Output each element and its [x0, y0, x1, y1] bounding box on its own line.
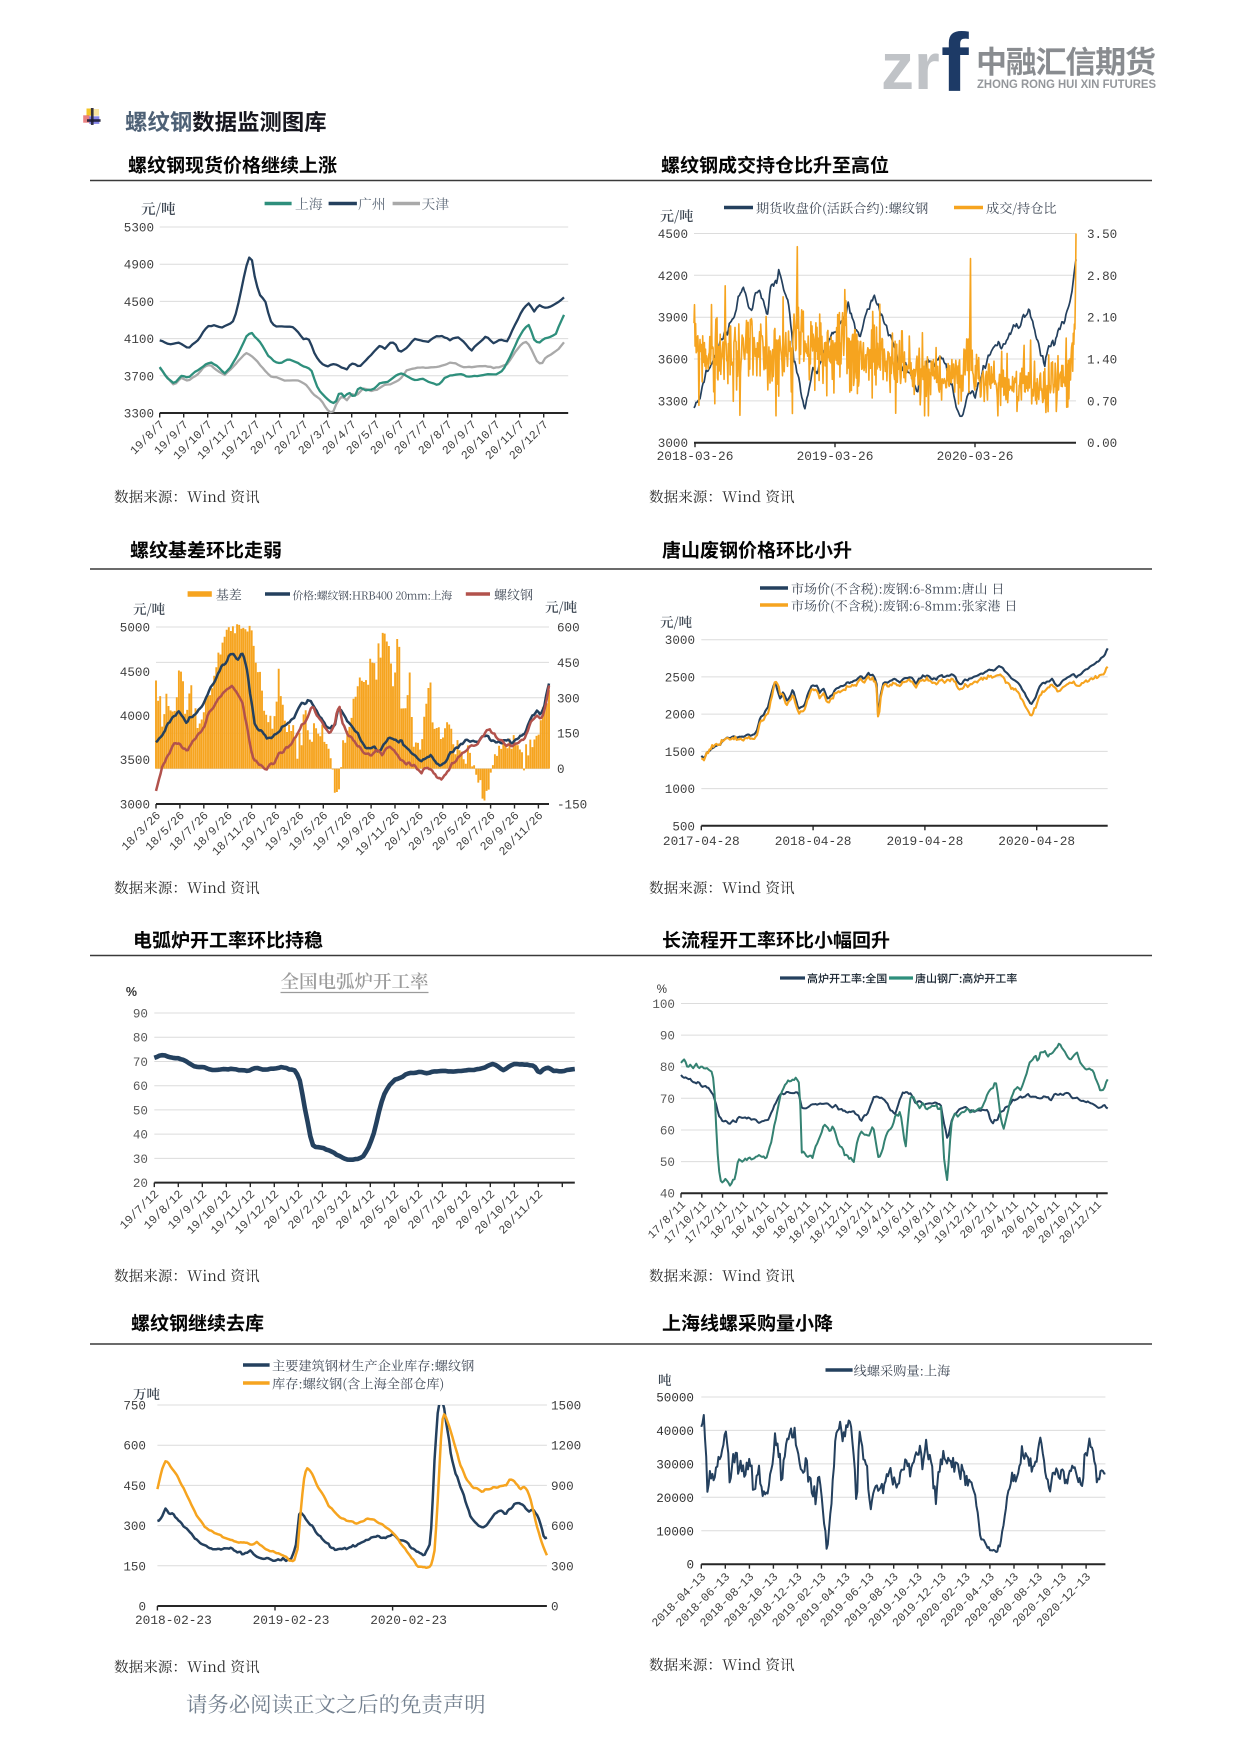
- svg-text:3500: 3500: [120, 754, 150, 768]
- svg-text:3700: 3700: [124, 370, 154, 384]
- svg-text:10000: 10000: [656, 1525, 694, 1539]
- svg-text:-150: -150: [557, 799, 587, 813]
- svg-text:30: 30: [133, 1153, 148, 1167]
- svg-text:50: 50: [660, 1156, 675, 1170]
- svg-text:0: 0: [686, 1559, 694, 1573]
- svg-text:4900: 4900: [124, 259, 154, 273]
- svg-text:2017-04-28: 2017-04-28: [663, 834, 740, 849]
- svg-text:3000: 3000: [658, 437, 688, 451]
- svg-text:1.40: 1.40: [1087, 354, 1117, 368]
- svg-text:3900: 3900: [658, 312, 688, 326]
- svg-text:300: 300: [123, 1520, 146, 1534]
- svg-text:2019-04-28: 2019-04-28: [887, 834, 964, 849]
- svg-text:600: 600: [557, 622, 580, 636]
- svg-text:4500: 4500: [124, 296, 154, 310]
- svg-text:90: 90: [660, 1030, 675, 1044]
- svg-text:2018-04-28: 2018-04-28: [775, 834, 852, 849]
- svg-text:30000: 30000: [656, 1458, 694, 1472]
- svg-text:70: 70: [660, 1093, 675, 1107]
- svg-text:3000: 3000: [665, 634, 695, 648]
- svg-text:900: 900: [551, 1480, 574, 1494]
- svg-text:50: 50: [133, 1104, 148, 1118]
- svg-text:ZHONG RONG HUI XIN FUTURES: ZHONG RONG HUI XIN FUTURES: [977, 77, 1156, 91]
- svg-text:0: 0: [551, 1601, 559, 1615]
- svg-text:70: 70: [133, 1056, 148, 1070]
- svg-text:2019-03-26: 2019-03-26: [797, 449, 874, 464]
- svg-text:40: 40: [133, 1129, 148, 1143]
- svg-text:1200: 1200: [551, 1440, 581, 1454]
- svg-text:0.70: 0.70: [1087, 395, 1117, 409]
- svg-text:0: 0: [557, 763, 565, 777]
- svg-text:450: 450: [123, 1480, 146, 1494]
- svg-text:3300: 3300: [658, 395, 688, 409]
- svg-text:60: 60: [660, 1125, 675, 1139]
- svg-text:4200: 4200: [658, 270, 688, 284]
- svg-text:5300: 5300: [124, 222, 154, 236]
- svg-text:80: 80: [133, 1032, 148, 1046]
- svg-text:40: 40: [660, 1188, 675, 1202]
- svg-text:2018-03-26: 2018-03-26: [657, 449, 734, 464]
- svg-text:3.50: 3.50: [1087, 228, 1117, 242]
- svg-text:2018-02-23: 2018-02-23: [135, 1613, 212, 1628]
- svg-text:%: %: [126, 985, 137, 999]
- svg-text:500: 500: [672, 820, 695, 834]
- svg-text:zr: zr: [881, 29, 940, 103]
- svg-text:450: 450: [557, 657, 580, 671]
- svg-text:300: 300: [551, 1560, 574, 1574]
- svg-text:f: f: [941, 16, 969, 109]
- svg-text:2020-04-28: 2020-04-28: [998, 834, 1075, 849]
- svg-text:1500: 1500: [665, 746, 695, 760]
- svg-text:100: 100: [652, 998, 675, 1012]
- svg-text:3300: 3300: [124, 408, 154, 422]
- svg-text:2019-02-23: 2019-02-23: [253, 1613, 330, 1628]
- svg-text:300: 300: [557, 692, 580, 706]
- svg-text:5000: 5000: [120, 622, 150, 636]
- svg-text:3600: 3600: [658, 354, 688, 368]
- svg-text:%: %: [657, 984, 667, 996]
- svg-text:600: 600: [123, 1440, 146, 1454]
- svg-text:2020-02-23: 2020-02-23: [370, 1613, 447, 1628]
- svg-text:4500: 4500: [120, 666, 150, 680]
- svg-text:150: 150: [557, 728, 580, 742]
- svg-text:750: 750: [123, 1400, 146, 1414]
- svg-text:3000: 3000: [120, 799, 150, 813]
- svg-text:2.10: 2.10: [1087, 312, 1117, 326]
- svg-text:0.00: 0.00: [1087, 437, 1117, 451]
- svg-text:4000: 4000: [120, 710, 150, 724]
- svg-text:90: 90: [133, 1008, 148, 1022]
- svg-text:1000: 1000: [665, 783, 695, 797]
- svg-text:2500: 2500: [665, 671, 695, 685]
- svg-text:40000: 40000: [656, 1425, 694, 1439]
- svg-text:600: 600: [551, 1520, 574, 1534]
- svg-text:20000: 20000: [656, 1492, 694, 1506]
- svg-text:50000: 50000: [656, 1392, 694, 1406]
- svg-text:1500: 1500: [551, 1400, 581, 1414]
- svg-text:0: 0: [138, 1601, 146, 1615]
- svg-text:60: 60: [133, 1080, 148, 1094]
- svg-text:4100: 4100: [124, 333, 154, 347]
- svg-text:2000: 2000: [665, 709, 695, 723]
- svg-text:4500: 4500: [658, 228, 688, 242]
- svg-text:20: 20: [133, 1177, 148, 1191]
- svg-text:80: 80: [660, 1061, 675, 1075]
- svg-text:150: 150: [123, 1560, 146, 1574]
- svg-text:2.80: 2.80: [1087, 270, 1117, 284]
- svg-text:2020-03-26: 2020-03-26: [937, 449, 1014, 464]
